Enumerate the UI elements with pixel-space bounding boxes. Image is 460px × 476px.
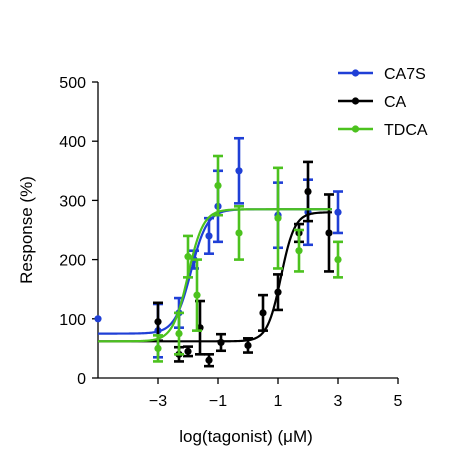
- data-point: [235, 229, 243, 237]
- data-point: [235, 167, 243, 175]
- x-ticks: −3 −1 1 3 5: [149, 378, 403, 410]
- y-ticks: 0 100 200 300 400 500: [59, 75, 98, 388]
- y-tick-label: 500: [59, 75, 86, 92]
- data-point: [94, 315, 102, 323]
- data-point: [154, 344, 162, 352]
- legend-marker: [351, 69, 360, 77]
- legend: CA7S CA TDCA: [338, 66, 428, 139]
- legend-marker: [351, 97, 360, 105]
- data-point: [184, 347, 192, 355]
- data-point: [175, 330, 183, 338]
- data-point: [217, 338, 225, 347]
- data-point: [154, 318, 162, 326]
- y-axis-title: Response (%): [17, 176, 36, 284]
- x-tick-label: 3: [334, 393, 343, 410]
- data-point: [274, 214, 282, 222]
- y-tick-label: 300: [59, 193, 86, 210]
- legend-item-ca: CA: [338, 94, 407, 111]
- x-tick-label: 1: [274, 393, 283, 410]
- data-point: [274, 288, 282, 296]
- legend-label: CA: [384, 94, 407, 111]
- legend-label: TDCA: [384, 122, 428, 139]
- data-point: [334, 256, 342, 264]
- plot-area: [94, 136, 343, 368]
- y-tick-label: 0: [77, 371, 86, 388]
- legend-item-ca7s: CA7S: [338, 66, 426, 83]
- legend-marker: [351, 125, 360, 133]
- x-tick-label: 5: [394, 393, 403, 410]
- x-tick-label: −1: [209, 393, 227, 410]
- y-tick-label: 400: [59, 134, 86, 151]
- data-point: [205, 232, 213, 240]
- y-tick-label: 100: [59, 312, 86, 329]
- data-point: [244, 341, 252, 350]
- data-point: [193, 291, 201, 299]
- y-tick-label: 200: [59, 253, 86, 270]
- x-axis-title: log(tagonist) (μM): [179, 427, 313, 446]
- x-tick-label: −3: [149, 393, 167, 410]
- data-point: [325, 229, 333, 237]
- axes: 0 100 200 300 400 500 −3 −1 1 3 5: [59, 75, 402, 410]
- legend-label: CA7S: [384, 66, 426, 83]
- series-tdca: [98, 154, 343, 363]
- data-point: [259, 309, 267, 317]
- data-point: [334, 208, 342, 216]
- data-point: [214, 182, 222, 190]
- legend-item-tdca: TDCA: [338, 122, 428, 139]
- data-point: [295, 247, 303, 255]
- fit-curve-tdca: [98, 208, 332, 343]
- data-point: [304, 187, 312, 196]
- data-point: [205, 356, 213, 364]
- data-point: [184, 253, 192, 261]
